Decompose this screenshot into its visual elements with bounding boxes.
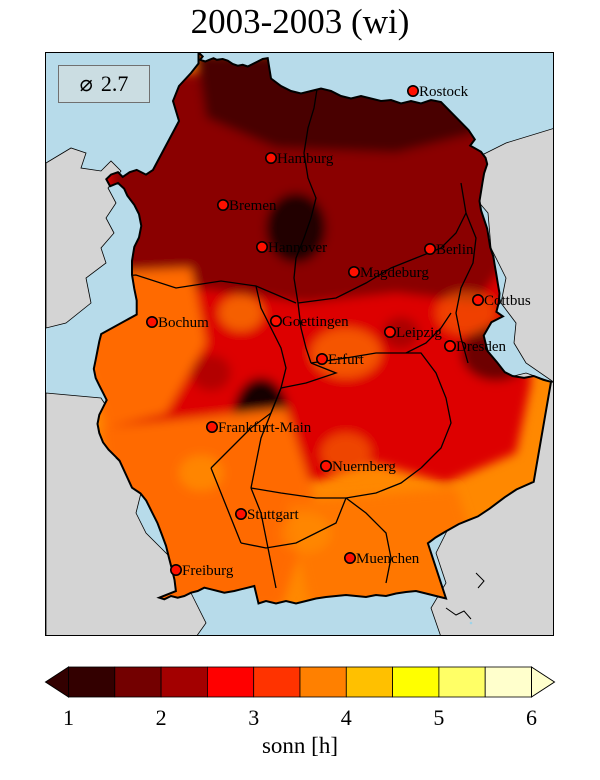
svg-text:5: 5 (433, 705, 444, 730)
svg-text:4: 4 (341, 705, 352, 730)
svg-text:2: 2 (156, 705, 167, 730)
svg-text:3: 3 (248, 705, 259, 730)
svg-text:6: 6 (526, 705, 537, 730)
svg-text:1: 1 (63, 705, 74, 730)
